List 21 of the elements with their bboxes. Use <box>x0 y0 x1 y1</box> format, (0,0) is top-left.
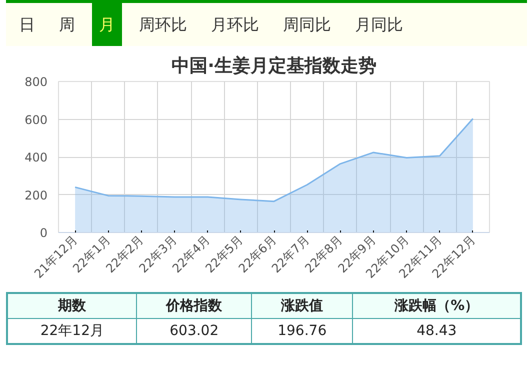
text: 周同比 <box>282 14 332 36</box>
text: 期数 <box>7 293 137 318</box>
text: 196.76 <box>251 318 353 344</box>
y-tick-label: 400 <box>24 150 48 164</box>
text: 48.43 <box>352 318 521 344</box>
text: 603.02 <box>136 318 252 344</box>
chart-title: 中国·生姜月定基指数走势 <box>172 54 376 76</box>
text: 月环比 <box>210 14 260 36</box>
y-tick-label: 0 <box>40 226 48 240</box>
text: 日 <box>18 14 36 36</box>
text: 涨跌值 <box>251 293 353 318</box>
text: 月同比 <box>354 14 404 36</box>
text: 周环比 <box>138 14 188 36</box>
y-tick-label: 800 <box>24 75 48 89</box>
y-tick-label: 600 <box>24 112 48 127</box>
text: 周 <box>58 14 76 36</box>
text: 22年12月 <box>7 318 137 344</box>
y-tick-label: 200 <box>24 188 48 202</box>
text: 月 <box>92 3 122 47</box>
text: 价格指数 <box>136 293 252 318</box>
text: 涨跌幅（%） <box>352 293 521 318</box>
